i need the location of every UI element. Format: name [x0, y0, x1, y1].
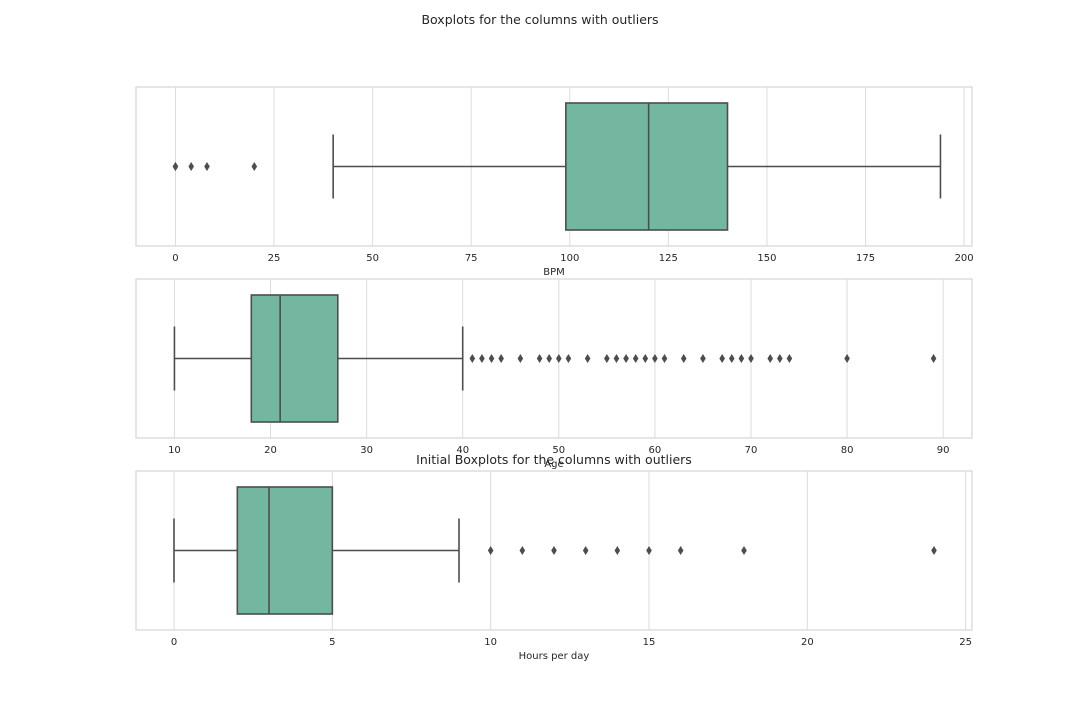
x-tick-label: 10: [484, 637, 497, 648]
outlier-point: [677, 546, 684, 555]
x-tick-label: 80: [841, 445, 854, 456]
outlier-point: [469, 354, 476, 363]
iqr-box: [250, 294, 339, 423]
x-tick-label: 15: [643, 637, 656, 648]
x-tick-label: 20: [801, 637, 814, 648]
outlier-point: [642, 354, 649, 363]
outlier-point: [741, 546, 747, 555]
outlier-point: [604, 354, 610, 363]
x-tick-label: 100: [560, 253, 579, 264]
x-tick-label: 70: [745, 445, 758, 456]
outlier-point: [719, 354, 725, 363]
outlier-point: [204, 162, 210, 171]
outlier-point: [614, 546, 621, 555]
x-tick-label: 0: [172, 253, 178, 264]
x-tick-label: 10: [168, 445, 181, 456]
x-tick-label: 175: [856, 253, 875, 264]
subplot-title: Initial Boxplots for the columns with ou…: [416, 452, 692, 467]
outlier-point: [498, 354, 504, 363]
outlier-point: [777, 354, 783, 363]
outlier-point: [700, 354, 706, 363]
outlier-point: [680, 354, 687, 363]
outlier-point: [646, 546, 652, 555]
outlier-point: [844, 354, 850, 363]
outlier-point: [551, 546, 557, 555]
outlier-point: [623, 354, 629, 363]
x-tick-label: 5: [329, 637, 335, 648]
outlier-point: [613, 354, 620, 363]
x-tick-label: 50: [366, 253, 379, 264]
x-tick-label: 25: [959, 637, 972, 648]
outlier-point: [786, 354, 793, 363]
outlier-point: [536, 354, 543, 363]
x-tick-label: 40: [456, 445, 469, 456]
iqr-box: [565, 102, 729, 231]
x-tick-label: 20: [264, 445, 277, 456]
outlier-point: [728, 354, 735, 363]
figure-title: Boxplots for the columns with outliers: [421, 12, 658, 27]
x-tick-label: 75: [465, 253, 478, 264]
iqr-box: [236, 486, 334, 615]
outlier-point: [584, 354, 591, 363]
outlier-point: [767, 354, 774, 363]
outlier-point: [517, 354, 524, 363]
outlier-point: [632, 354, 639, 363]
x-tick-label: 0: [171, 637, 177, 648]
outlier-point: [479, 354, 485, 363]
outlier-point: [748, 354, 754, 363]
outlier-point: [565, 354, 572, 363]
outlier-point: [488, 354, 495, 363]
x-axis-label: BPM: [543, 267, 565, 278]
outlier-point: [930, 354, 937, 363]
x-tick-label: 60: [649, 445, 662, 456]
outlier-point: [188, 162, 195, 171]
outlier-point: [556, 354, 562, 363]
boxplot-panel: 0 25 50 75 100 125 150 175 200 BPM: [135, 86, 974, 278]
x-axis-label: Hours per day: [519, 651, 590, 662]
x-tick-label: 90: [937, 445, 950, 456]
outlier-point: [519, 546, 526, 555]
outlier-point: [931, 546, 937, 555]
outlier-point: [661, 354, 668, 363]
boxplot-panel: 10 20 30 40 50 60 70 80 90 Age: [135, 278, 973, 470]
x-axis-label: Age: [544, 459, 563, 470]
outlier-point: [652, 354, 658, 363]
outlier-point: [738, 354, 745, 363]
x-tick-label: 200: [955, 253, 974, 264]
outlier-point: [487, 546, 494, 555]
outlier-point: [251, 162, 258, 171]
x-tick-label: 125: [659, 253, 678, 264]
x-tick-label: 50: [552, 445, 565, 456]
x-tick-label: 150: [757, 253, 776, 264]
outlier-point: [546, 354, 552, 363]
boxplot-panel: Initial Boxplots for the columns with ou…: [135, 452, 973, 662]
x-tick-label: 25: [268, 253, 281, 264]
x-tick-label: 30: [360, 445, 373, 456]
outlier-point: [582, 546, 589, 555]
outlier-point: [172, 162, 179, 171]
